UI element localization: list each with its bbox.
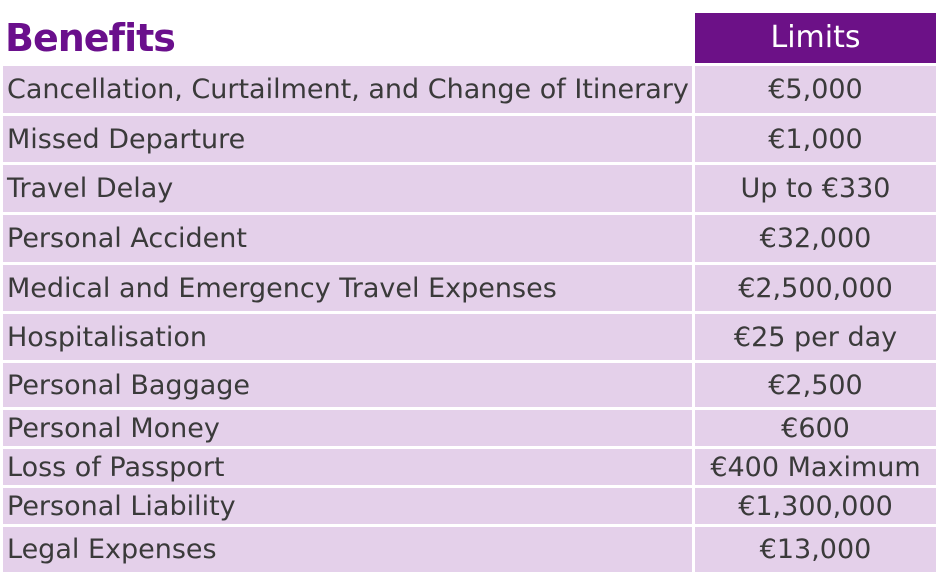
benefit-cell: Personal Baggage <box>3 363 692 407</box>
limit-cell: €1,000 <box>695 116 936 162</box>
table-row: Travel Delay Up to €330 <box>3 165 936 212</box>
limit-cell: €32,000 <box>695 215 936 262</box>
benefit-cell: Legal Expenses <box>3 527 692 572</box>
table-row: Hospitalisation €25 per day <box>3 314 936 360</box>
limit-cell: €2,500,000 <box>695 265 936 311</box>
limit-cell: €13,000 <box>695 527 936 572</box>
benefits-column-header: Benefits <box>5 16 176 60</box>
limit-cell: €2,500 <box>695 363 936 407</box>
table-row: Personal Liability €1,300,000 <box>3 488 936 524</box>
table-row: Loss of Passport €400 Maximum <box>3 449 936 485</box>
limit-cell: €25 per day <box>695 314 936 360</box>
limit-cell: Up to €330 <box>695 165 936 212</box>
benefit-cell: Personal Accident <box>3 215 692 262</box>
table-row: Personal Baggage €2,500 <box>3 363 936 407</box>
table-row: Medical and Emergency Travel Expenses €2… <box>3 265 936 311</box>
benefit-cell: Personal Money <box>3 410 692 446</box>
table-row: Legal Expenses €13,000 <box>3 527 936 572</box>
benefit-cell: Cancellation, Curtailment, and Change of… <box>3 66 692 113</box>
table-row: Cancellation, Curtailment, and Change of… <box>3 66 936 113</box>
limits-column-header: Limits <box>695 13 936 63</box>
benefit-cell: Travel Delay <box>3 165 692 212</box>
limit-cell: €5,000 <box>695 66 936 113</box>
benefit-cell: Missed Departure <box>3 116 692 162</box>
limit-cell: €1,300,000 <box>695 488 936 524</box>
limit-cell: €600 <box>695 410 936 446</box>
table-row: Personal Money €600 <box>3 410 936 446</box>
benefit-cell: Medical and Emergency Travel Expenses <box>3 265 692 311</box>
benefit-cell: Personal Liability <box>3 488 692 524</box>
benefit-cell: Hospitalisation <box>3 314 692 360</box>
benefit-cell: Loss of Passport <box>3 449 692 485</box>
table-header-row: Benefits Limits <box>3 13 936 63</box>
table-row: Missed Departure €1,000 <box>3 116 936 162</box>
benefits-table: Benefits Limits Cancellation, Curtailmen… <box>3 13 936 575</box>
table-row: Personal Accident €32,000 <box>3 215 936 262</box>
limit-cell: €400 Maximum <box>695 449 936 485</box>
